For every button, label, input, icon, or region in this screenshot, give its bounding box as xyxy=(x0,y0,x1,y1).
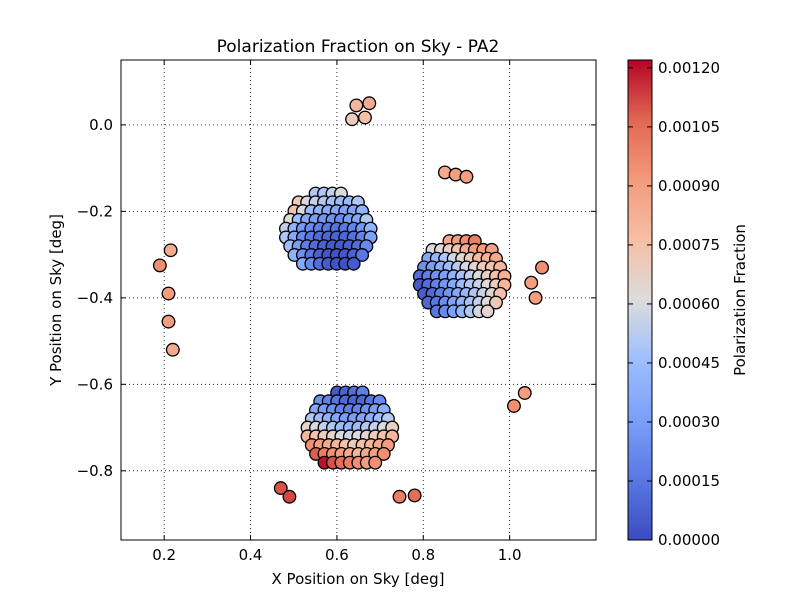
colorbar-tick-label: 0.00105 xyxy=(658,118,720,136)
colorbar-tick-label: 0.00045 xyxy=(658,354,720,372)
detector-point xyxy=(407,488,422,503)
chart-title: Polarization Fraction on Sky - PA2 xyxy=(217,37,500,57)
colorbar-tick-label: 0.00075 xyxy=(658,236,720,254)
x-tick-label: 1.0 xyxy=(498,546,522,564)
detector-point xyxy=(507,398,521,413)
detector-point xyxy=(358,110,372,125)
detector-point xyxy=(392,489,407,504)
colorbar-ticks: 0.00000 0.00015 0.00030 0.00045 0.00060 0.000… xyxy=(628,59,720,549)
detector-point xyxy=(480,304,495,319)
detector-point xyxy=(152,258,167,273)
colorbar-tick-label: 0.00015 xyxy=(658,472,720,490)
detector-point xyxy=(163,243,178,258)
detector-point xyxy=(355,248,370,262)
detector-point xyxy=(362,96,377,111)
x-axis-ticks: 0.2 0.4 0.6 0.8 1.0 xyxy=(152,60,522,564)
y-tick-label: −0.6 xyxy=(77,375,113,393)
x-tick-label: 0.2 xyxy=(152,546,176,564)
colorbar-tick-label: 0.00060 xyxy=(658,295,720,313)
y-axis-label: Y Position on Sky [deg] xyxy=(47,214,65,387)
data-points xyxy=(152,96,549,504)
detector-point xyxy=(535,260,549,275)
plot-frame xyxy=(120,59,597,541)
x-tick-label: 0.4 xyxy=(239,546,263,564)
detector-point xyxy=(524,275,539,290)
colorbar-tick-label: 0.00030 xyxy=(658,413,720,431)
detector-point xyxy=(161,286,176,301)
detector-point xyxy=(376,446,391,461)
x-tick-label: 0.8 xyxy=(411,546,435,564)
detector-point xyxy=(528,290,543,305)
detector-point xyxy=(345,112,359,127)
detector-point xyxy=(489,295,503,310)
x-tick-label: 0.6 xyxy=(325,546,349,564)
detector-point xyxy=(349,98,364,113)
detector-point xyxy=(459,169,474,184)
colorbar-label: Polarization Fraction xyxy=(731,224,749,376)
colorbar xyxy=(627,59,653,541)
y-tick-label: −0.2 xyxy=(77,202,113,220)
detector-point xyxy=(165,342,180,357)
colorbar-tick-label: 0.00000 xyxy=(658,531,720,549)
detector-point xyxy=(368,455,383,470)
y-axis-ticks: 0.0 −0.2 −0.4 −0.6 −0.8 xyxy=(77,116,596,480)
detector-point xyxy=(282,489,297,504)
detector-point xyxy=(273,481,288,496)
detector-point xyxy=(161,314,176,329)
detector-point xyxy=(346,256,361,271)
colorbar-tick-label: 0.00120 xyxy=(658,59,720,77)
y-tick-label: −0.4 xyxy=(77,289,113,307)
grid-lines xyxy=(121,60,596,540)
x-axis-label: X Position on Sky [deg] xyxy=(272,570,445,588)
colorbar-tick-label: 0.00090 xyxy=(658,177,720,195)
y-tick-label: −0.8 xyxy=(77,462,113,480)
y-tick-label: 0.0 xyxy=(89,116,113,134)
detector-point xyxy=(517,386,532,400)
